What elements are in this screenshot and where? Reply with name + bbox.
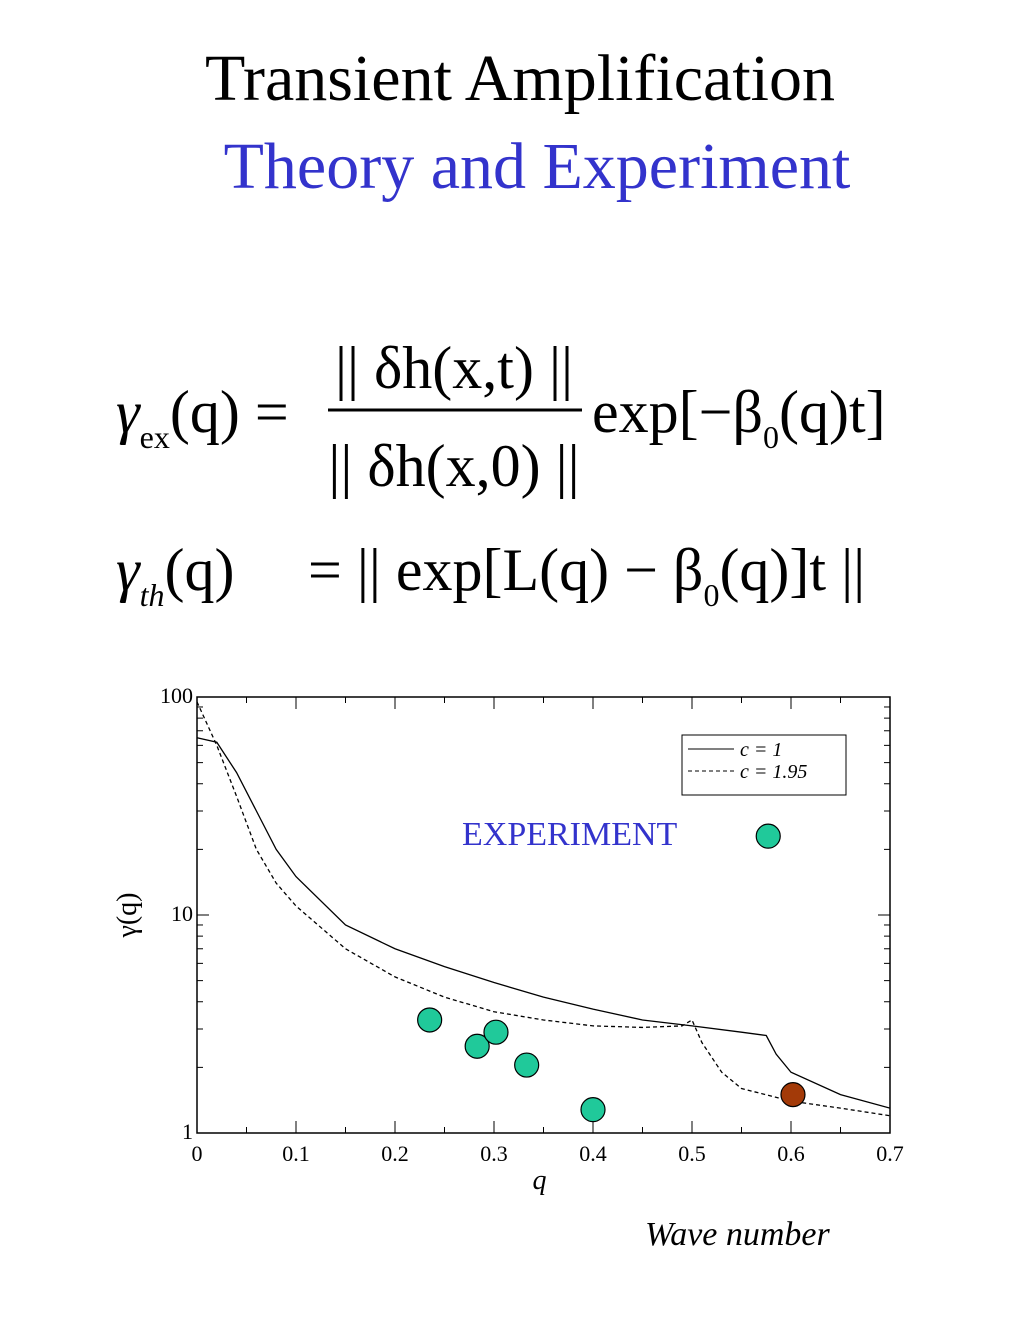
equation: γex(q) = <box>116 379 289 455</box>
data-point <box>464 1033 490 1059</box>
eq-subscript: ex <box>140 419 170 455</box>
legend-box <box>681 734 847 796</box>
series-line <box>196 737 891 1109</box>
legend-label: c = 1 <box>740 739 782 761</box>
eq-symbol: γ <box>116 379 141 445</box>
eq-numerator: || δh(x,t) || <box>335 335 573 401</box>
equation: exp[−β0(q)t] <box>592 379 886 455</box>
eq-symbol: γ <box>116 537 141 603</box>
y-tick-label: 100 <box>160 683 193 708</box>
eq-text: (q) = <box>170 379 289 445</box>
eq-subscript: th <box>140 577 165 613</box>
data-point <box>483 1019 509 1045</box>
eq-text: (q)t] <box>779 379 886 445</box>
data-point <box>514 1052 540 1078</box>
x-tick-label: 0.4 <box>579 1141 607 1166</box>
data-point <box>755 823 781 849</box>
y-axis-label: γ(q) <box>112 892 143 938</box>
x-axis-label: q <box>533 1165 547 1196</box>
x-tick-label: 0.6 <box>777 1141 805 1166</box>
eq-denominator: || δh(x,0) || <box>328 433 579 499</box>
data-point <box>417 1007 443 1033</box>
data-point <box>580 1097 606 1123</box>
eq-text: (q)]t || <box>719 537 865 603</box>
equation: γth(q) = || exp[L(q) − β0(q)]t || <box>116 537 865 613</box>
y-tick-label: 1 <box>182 1119 193 1144</box>
y-tick-label: 10 <box>171 901 193 926</box>
chart: 0 0.1 0.2 0.3 0.4 0.5 0.6 0.7 1 10 100 q γ(q) EXPERIM… <box>112 683 904 1196</box>
caption: Wave number <box>645 1216 831 1253</box>
x-tick-label: 0.2 <box>381 1141 409 1166</box>
eq-text: exp[−β <box>592 379 763 445</box>
x-tick-label: 0.3 <box>480 1141 508 1166</box>
series-line <box>196 701 891 1117</box>
annotation: EXPERIMENT <box>462 816 678 853</box>
x-tick-label: 0.5 <box>678 1141 706 1166</box>
x-tick-label: 0.7 <box>876 1141 904 1166</box>
legend-label: c = 1.95 <box>740 761 807 783</box>
eq-text: = || exp[L(q) − β <box>308 537 703 603</box>
x-tick-label: 0 <box>192 1141 203 1166</box>
title: Transient Amplification <box>205 42 835 115</box>
eq-text: (q) <box>165 537 235 603</box>
eq-subscript: 0 <box>703 577 719 613</box>
subtitle: Theory and Experiment <box>224 130 851 203</box>
data-point <box>780 1082 806 1108</box>
eq-subscript: 0 <box>763 419 779 455</box>
x-tick-label: 0.1 <box>282 1141 310 1166</box>
